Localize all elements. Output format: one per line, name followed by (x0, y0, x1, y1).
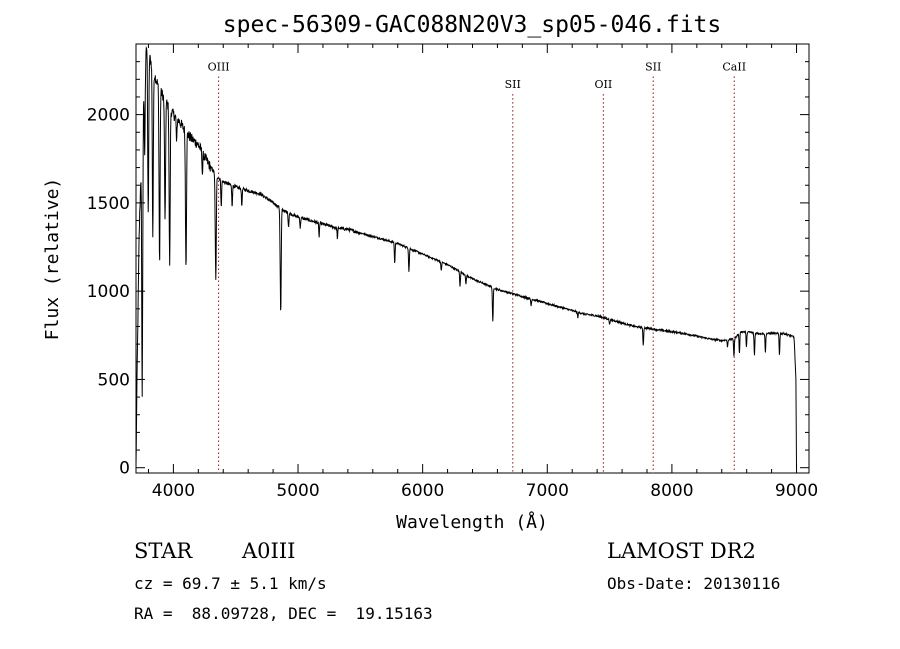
x-tick-label: 6000 (401, 481, 444, 501)
chart-title: spec-56309-GAC088N20V3_sp05-046.fits (223, 12, 722, 38)
redshift-text: cz = 69.7 ± 5.1 km/s (134, 574, 327, 593)
emission-marker-label: CaII (722, 60, 746, 73)
y-tick-label: 2000 (87, 106, 130, 126)
x-axis-label: Wavelength (Å) (396, 511, 548, 533)
coordinates-text: RA = 88.09728, DEC = 19.15163 (134, 604, 433, 623)
y-tick-label: 0 (119, 459, 130, 479)
x-tick-label: 9000 (775, 481, 818, 501)
emission-marker-label: OII (595, 78, 613, 91)
x-tick-label: 7000 (526, 481, 569, 501)
plot-frame (135, 43, 810, 474)
y-axis-label: Flux (relative) (42, 178, 63, 341)
emission-line-markers: OIII SII OII SII CaII (208, 60, 746, 473)
axis-ticks: 4000 5000 6000 7000 8000 9000 0 500 1000 1500 2000 (87, 44, 818, 501)
y-tick-label: 1500 (87, 194, 130, 214)
x-tick-label: 8000 (650, 481, 693, 501)
y-tick-label: 1000 (87, 282, 130, 302)
object-class: STAR (134, 539, 193, 563)
spectrum-line (135, 45, 797, 468)
obs-date-text: Obs-Date: 20130116 (607, 574, 781, 593)
survey-name: LAMOST DR2 (607, 539, 756, 563)
emission-marker-label: OIII (208, 60, 230, 73)
y-tick-label: 500 (98, 370, 130, 390)
emission-marker-label: SII (505, 78, 521, 91)
x-tick-label: 4000 (152, 481, 195, 501)
emission-marker-label: SII (645, 60, 661, 73)
object-subclass: A0III (242, 539, 296, 563)
x-tick-label: 5000 (276, 481, 319, 501)
